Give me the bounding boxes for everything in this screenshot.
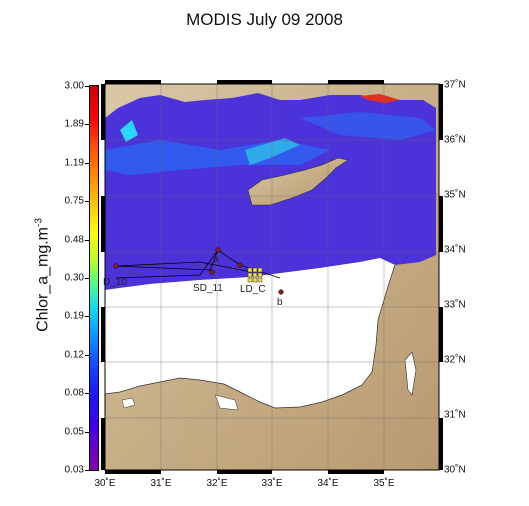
coastal-high-chl [360, 94, 400, 103]
station-mid [237, 262, 243, 268]
longitude-label: 33˚E [261, 478, 283, 489]
latitude-label: 33˚N [444, 299, 466, 311]
colorbar [89, 85, 99, 471]
colorbar-tick [85, 278, 89, 279]
longitude-label: 32˚E [206, 478, 228, 489]
chl-streak [300, 112, 436, 140]
graticule [105, 84, 439, 470]
longitude-label: 31˚E [150, 478, 172, 489]
colorbar-tick [85, 393, 89, 395]
longitude-label: 30˚E [94, 478, 116, 489]
colorbar-tick-label: 0.03 [64, 464, 84, 476]
cyprus-island [247, 157, 349, 206]
latitude-label: 34˚N [444, 244, 466, 256]
colorbar-tick [85, 86, 89, 87]
colorbar-tick [85, 431, 89, 433]
station-a [215, 247, 221, 253]
station-b [278, 289, 284, 295]
frame-ticks [101, 80, 443, 474]
gulf-of-suez [404, 351, 417, 396]
colorbar-tick [85, 316, 89, 318]
colorbar-tick-label: 1.19 [64, 157, 84, 169]
ld-c-cluster [247, 267, 263, 283]
stations [113, 247, 284, 295]
colorbar-tick-label: 0.30 [64, 272, 84, 284]
colorbar-tick [85, 239, 89, 241]
latitude-label: 31˚N [444, 409, 466, 421]
colorbar-tick [85, 162, 89, 164]
colorbar-tick-label: 1.89 [64, 118, 84, 130]
colorbar-tick-label: 0.19 [64, 310, 84, 322]
lake [121, 397, 136, 409]
no-data-area [105, 258, 395, 408]
lake [214, 394, 239, 411]
colorbar-tick-label: 0.12 [64, 349, 84, 361]
longitude-label: 34˚E [317, 478, 339, 489]
station-label-sd11: SD_11 [193, 283, 223, 294]
coastal-high-chl [120, 120, 138, 142]
colorbar-tick-label: 3.00 [64, 80, 84, 92]
latitude-label: 35˚N [444, 189, 466, 201]
latitude-label: 30˚N [444, 464, 466, 476]
station-label-ld-c: LD_C [240, 284, 266, 295]
longitude-label: 35˚E [373, 478, 395, 489]
station-sd11 [209, 269, 215, 275]
colorbar-tick [85, 201, 89, 203]
station-label-b: b [277, 297, 283, 308]
map-title: MODIS July 09 2008 [186, 10, 343, 29]
colorbar-tick-label: 0.05 [64, 426, 84, 438]
colorbar-tick-label: 0.75 [64, 195, 84, 207]
station-d10 [113, 263, 119, 269]
station-label-a: a [213, 254, 219, 265]
coastline [104, 264, 396, 409]
colorbar-tick [85, 470, 89, 471]
colorbar-tick-label: 0.08 [64, 387, 84, 399]
colorbar-tick [85, 354, 89, 356]
colorbar-tick-label: 0.48 [64, 234, 84, 246]
chl-streak [245, 138, 300, 165]
latitude-label: 37˚N [444, 79, 466, 91]
latitude-label: 36˚N [444, 134, 466, 146]
station-label-d10: D_10 [103, 277, 127, 288]
colorbar-tick [85, 124, 89, 126]
latitude-label: 32˚N [444, 354, 466, 366]
